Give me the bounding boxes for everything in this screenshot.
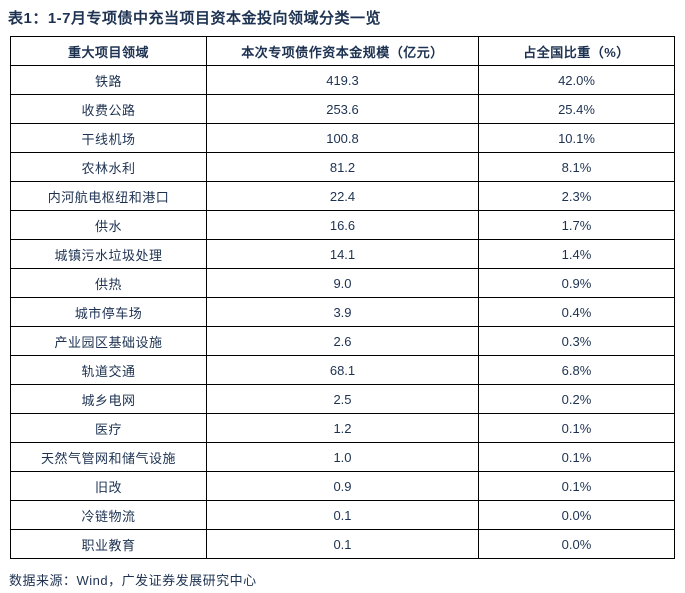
row-scale-cell: 419.3 [206, 65, 479, 95]
table-row: 内河航电枢纽和港口 22.4 2.3% [10, 181, 675, 211]
row-share-cell: 1.4% [478, 239, 675, 269]
special-bond-table: 重大项目领域 本次专项债作资本金规模（亿元） 占全国比重（%） 铁路 419.3 4… [10, 36, 675, 559]
row-share-cell: 42.0% [478, 65, 675, 95]
table-row: 职业教育 0.1 0.0% [10, 529, 675, 559]
row-share-cell: 0.1% [478, 413, 675, 443]
table-row: 城市停车场 3.9 0.4% [10, 297, 675, 327]
table-row: 供水 16.6 1.7% [10, 210, 675, 240]
table-row: 产业园区基础设施 2.6 0.3% [10, 326, 675, 356]
row-scale-cell: 1.2 [206, 413, 479, 443]
row-scale-cell: 2.5 [206, 384, 479, 414]
row-share-cell: 0.9% [478, 268, 675, 298]
row-scale-cell: 16.6 [206, 210, 479, 240]
row-scale-cell: 9.0 [206, 268, 479, 298]
row-share-cell: 1.7% [478, 210, 675, 240]
row-field-cell: 轨道交通 [10, 355, 207, 385]
table-header: 重大项目领域 本次专项债作资本金规模（亿元） 占全国比重（%） [10, 36, 675, 66]
row-share-cell: 8.1% [478, 152, 675, 182]
table-header-row: 重大项目领域 本次专项债作资本金规模（亿元） 占全国比重（%） [10, 36, 675, 66]
table-title: 表1：1-7月专项债中充当项目资本金投向领域分类一览 [8, 10, 382, 27]
row-field-cell: 旧改 [10, 471, 207, 501]
row-share-cell: 0.3% [478, 326, 675, 356]
row-share-cell: 25.4% [478, 94, 675, 124]
header-share-column: 占全国比重（%） [478, 36, 675, 66]
table-row: 轨道交通 68.1 6.8% [10, 355, 675, 385]
row-field-cell: 内河航电枢纽和港口 [10, 181, 207, 211]
row-field-cell: 干线机场 [10, 123, 207, 153]
header-field-column: 重大项目领域 [10, 36, 207, 66]
row-field-cell: 供水 [10, 210, 207, 240]
row-scale-cell: 14.1 [206, 239, 479, 269]
table-row: 农林水利 81.2 8.1% [10, 152, 675, 182]
row-share-cell: 0.2% [478, 384, 675, 414]
row-scale-cell: 22.4 [206, 181, 479, 211]
table-row: 铁路 419.3 42.0% [10, 65, 675, 95]
row-field-cell: 天然气管网和储气设施 [10, 442, 207, 472]
row-scale-cell: 68.1 [206, 355, 479, 385]
row-share-cell: 6.8% [478, 355, 675, 385]
table-row: 冷链物流 0.1 0.0% [10, 500, 675, 530]
row-field-cell: 职业教育 [10, 529, 207, 559]
row-field-cell: 城市停车场 [10, 297, 207, 327]
row-field-cell: 农林水利 [10, 152, 207, 182]
row-share-cell: 2.3% [478, 181, 675, 211]
table-row: 供热 9.0 0.9% [10, 268, 675, 298]
header-scale-column: 本次专项债作资本金规模（亿元） [206, 36, 479, 66]
data-source-note: 数据来源：Wind，广发证券发展研究中心 [9, 573, 257, 588]
row-field-cell: 城镇污水垃圾处理 [10, 239, 207, 269]
row-scale-cell: 100.8 [206, 123, 479, 153]
row-share-cell: 0.1% [478, 471, 675, 501]
row-scale-cell: 2.6 [206, 326, 479, 356]
table-row: 干线机场 100.8 10.1% [10, 123, 675, 153]
row-scale-cell: 1.0 [206, 442, 479, 472]
row-scale-cell: 253.6 [206, 94, 479, 124]
row-share-cell: 10.1% [478, 123, 675, 153]
table-row: 医疗 1.2 0.1% [10, 413, 675, 443]
table-row: 天然气管网和储气设施 1.0 0.1% [10, 442, 675, 472]
table-row: 城乡电网 2.5 0.2% [10, 384, 675, 414]
row-scale-cell: 81.2 [206, 152, 479, 182]
row-field-cell: 铁路 [10, 65, 207, 95]
row-scale-cell: 3.9 [206, 297, 479, 327]
row-scale-cell: 0.1 [206, 529, 479, 559]
row-field-cell: 供热 [10, 268, 207, 298]
table-row: 旧改 0.9 0.1% [10, 471, 675, 501]
row-field-cell: 冷链物流 [10, 500, 207, 530]
row-scale-cell: 0.9 [206, 471, 479, 501]
row-field-cell: 产业园区基础设施 [10, 326, 207, 356]
table-row: 城镇污水垃圾处理 14.1 1.4% [10, 239, 675, 269]
row-share-cell: 0.1% [478, 442, 675, 472]
row-share-cell: 0.0% [478, 529, 675, 559]
table-row: 收费公路 253.6 25.4% [10, 94, 675, 124]
row-field-cell: 医疗 [10, 413, 207, 443]
row-scale-cell: 0.1 [206, 500, 479, 530]
row-share-cell: 0.0% [478, 500, 675, 530]
table-body: 铁路 419.3 42.0% 收费公路 253.6 25.4% 干线机场 100.8 10.1%… [10, 65, 675, 559]
row-share-cell: 0.4% [478, 297, 675, 327]
row-field-cell: 城乡电网 [10, 384, 207, 414]
row-field-cell: 收费公路 [10, 94, 207, 124]
